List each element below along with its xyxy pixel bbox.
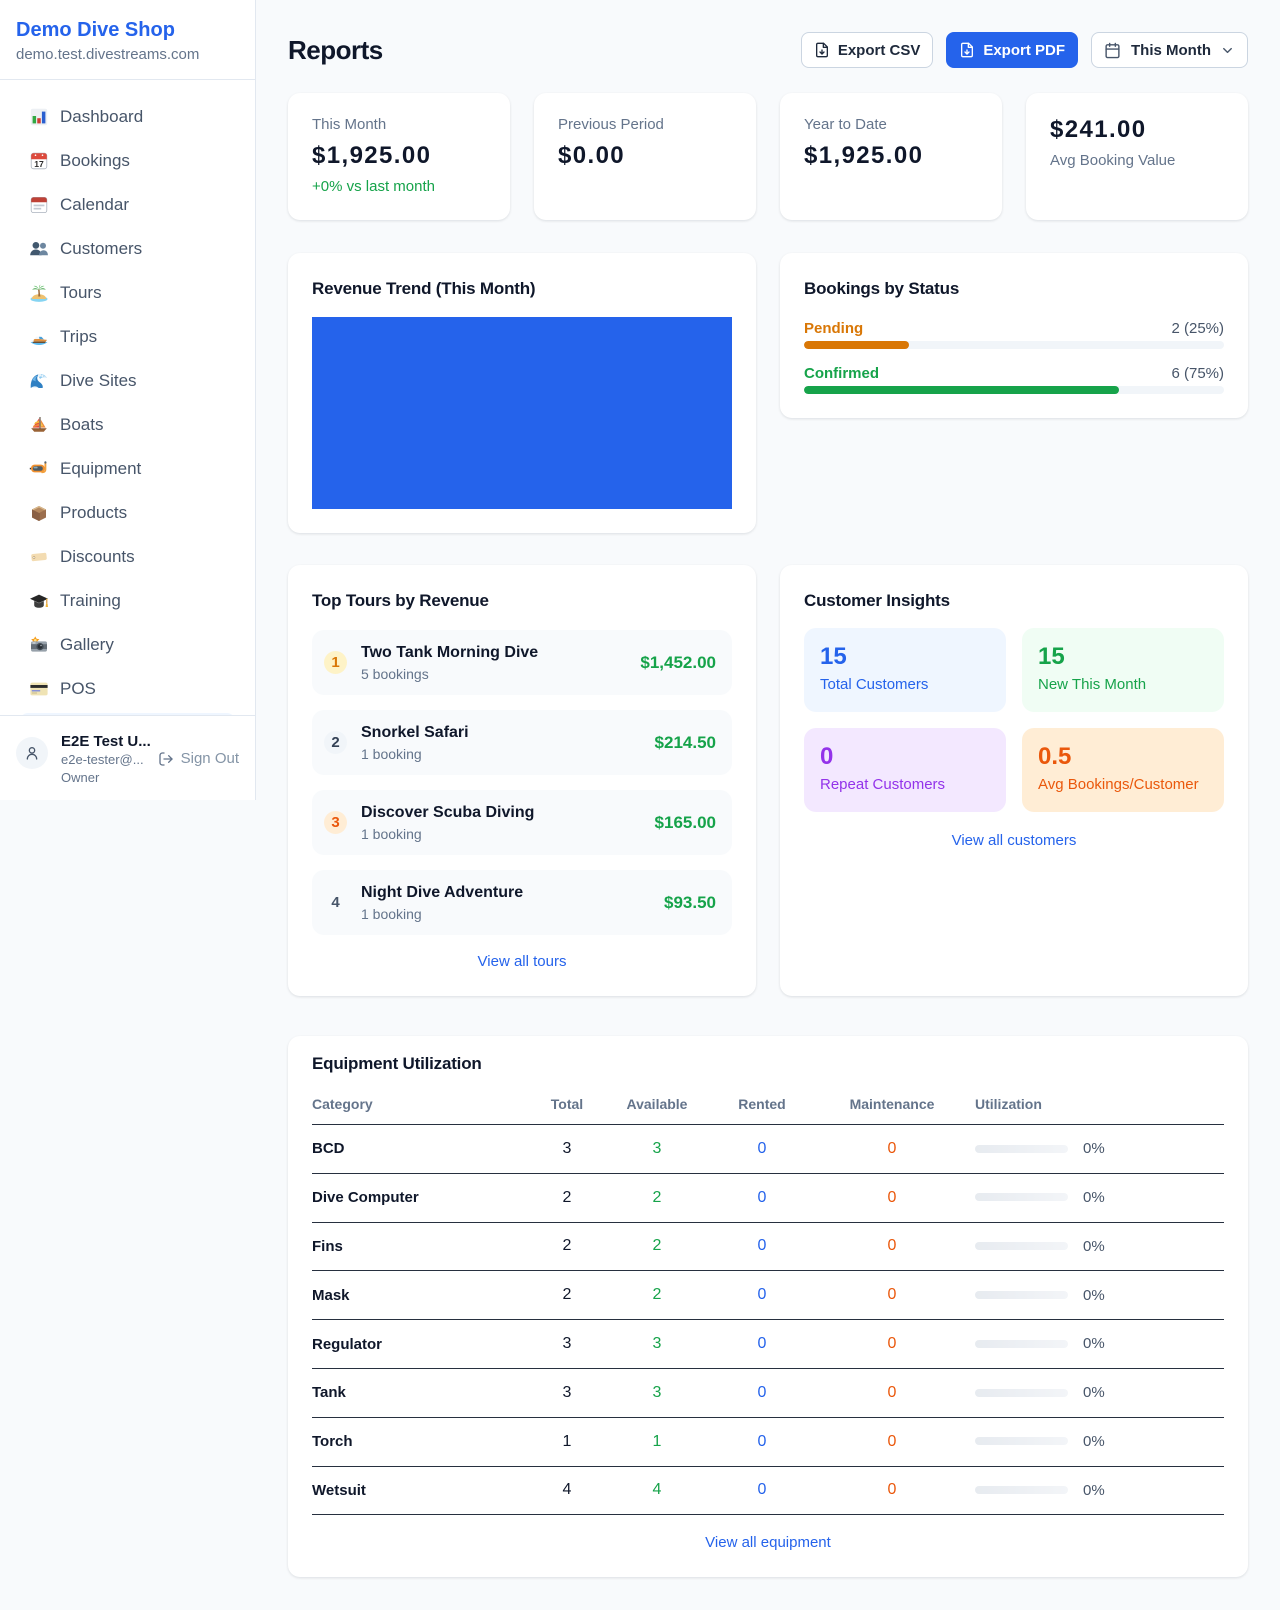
svg-text:17: 17 bbox=[34, 159, 44, 169]
